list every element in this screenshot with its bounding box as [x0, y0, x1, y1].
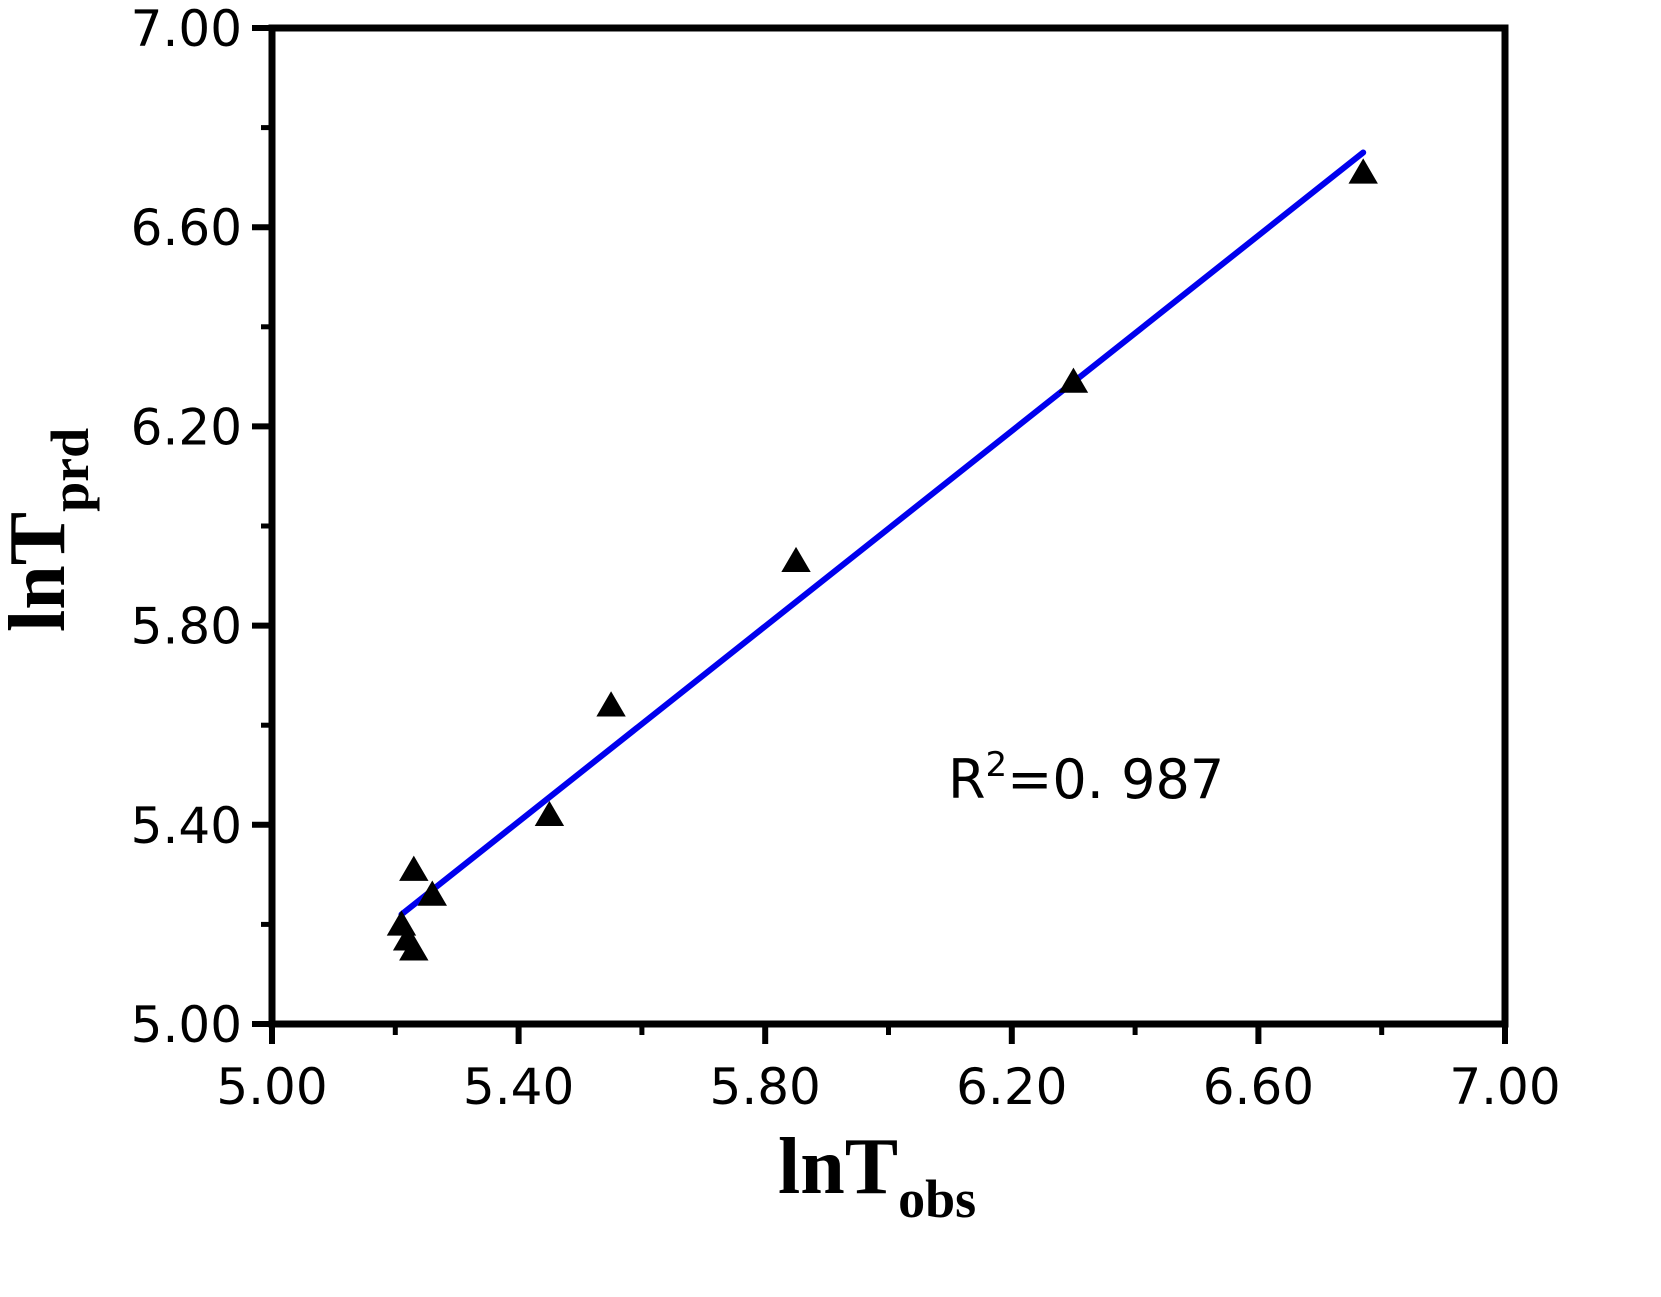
triangle-point	[596, 691, 626, 717]
x-tick-label: 5.40	[463, 1058, 574, 1116]
y-tick-label: 6.20	[131, 398, 242, 456]
triangle-point	[534, 800, 565, 827]
axis-tick-labels: 5.00 5.40 5.80 6.20 6.60 7.00 5.00 5.40 5.80 6.20…	[131, 0, 1561, 1116]
x-tick-label: 6.20	[956, 1058, 1067, 1116]
triangle-point	[1058, 367, 1089, 393]
triangle-point	[386, 910, 417, 936]
x-tick-label: 5.00	[216, 1058, 327, 1116]
data-points	[386, 158, 1378, 961]
r-squared-annotation: R2=0. 987	[948, 745, 1224, 811]
x-axis-title: lnTobs	[778, 1123, 976, 1229]
y-tick-label: 7.00	[131, 0, 242, 58]
r-squared-base: R	[948, 748, 986, 811]
triangle-point	[1348, 158, 1378, 184]
y-tick-label: 5.80	[131, 598, 242, 656]
y-axis-title-main: lnT	[0, 512, 82, 632]
y-axis-title: lnTprd	[0, 428, 100, 632]
x-axis-title-main: lnT	[778, 1123, 898, 1211]
y-tick-label: 6.60	[131, 199, 242, 257]
x-tick-label: 6.60	[1203, 1058, 1314, 1116]
triangle-point	[399, 935, 429, 961]
y-tick-label: 5.40	[131, 797, 242, 855]
x-tick-label: 7.00	[1449, 1058, 1560, 1116]
fit-line-group	[398, 149, 1367, 918]
triangle-point	[417, 880, 447, 906]
r-squared-value: =0. 987	[1007, 748, 1224, 811]
axis-ticks	[252, 25, 1508, 1044]
triangle-point	[781, 546, 811, 573]
fit-line	[398, 149, 1367, 918]
y-tick-label: 5.00	[131, 996, 242, 1054]
triangle-point	[399, 855, 429, 881]
x-axis-title-sub: obs	[898, 1169, 976, 1229]
y-axis-title-sub: prd	[40, 428, 100, 512]
r-squared-sup: 2	[986, 745, 1008, 785]
x-tick-label: 5.80	[710, 1058, 821, 1116]
